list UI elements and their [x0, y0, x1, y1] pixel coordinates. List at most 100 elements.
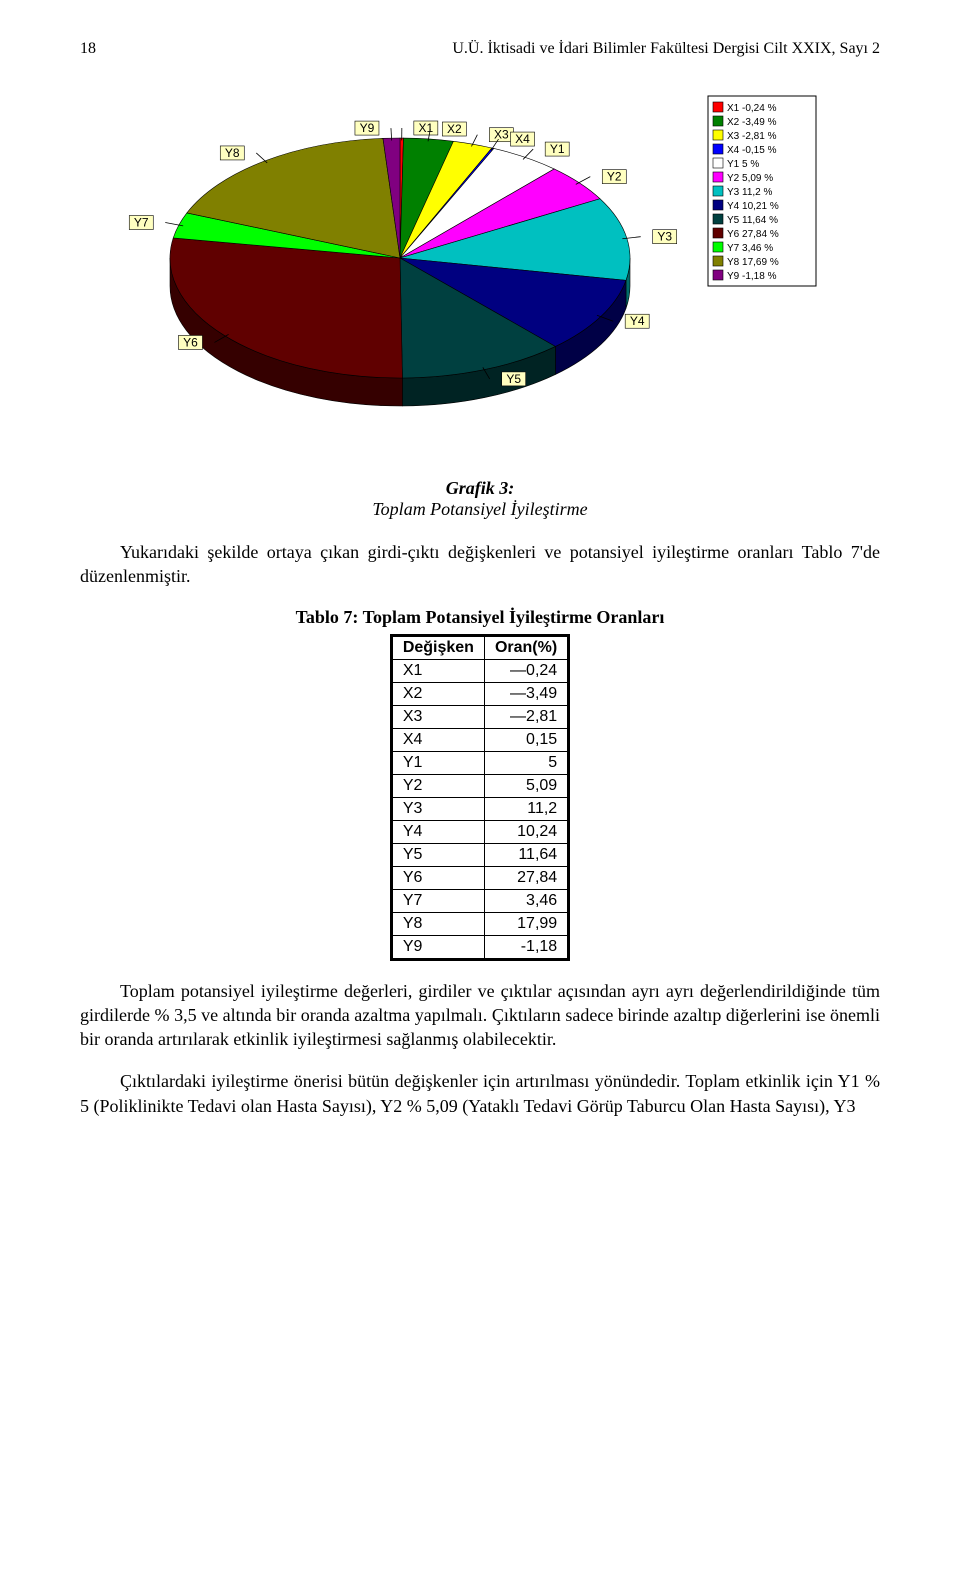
table-cell-label: Y9	[392, 935, 484, 958]
pie-legend: X1 -0,24 % X2 -3,49 % X3 -2,81 % X4 -0,15 %…	[708, 96, 816, 286]
table-cell-value: —3,49	[484, 682, 567, 705]
table-cell-value: —0,24	[484, 659, 567, 682]
table-cell-value: —2,81	[484, 705, 567, 728]
page-root: 18 U.Ü. İktisadi ve İdari Bilimler Fakül…	[0, 0, 960, 1596]
legend-swatch	[713, 102, 723, 112]
pie-callout-text: X4	[515, 132, 530, 146]
pie-callout-line	[256, 153, 267, 163]
table-row: Y511,64	[392, 843, 567, 866]
legend-swatch	[713, 214, 723, 224]
table-row: X3—2,81	[392, 705, 567, 728]
pie-callout-text: Y1	[550, 142, 565, 156]
legend-label: Y2 5,09 %	[727, 173, 773, 184]
legend-label: Y6 27,84 %	[727, 229, 779, 240]
table-cell-value: 10,24	[484, 820, 567, 843]
paragraph-1: Yukarıdaki şekilde ortaya çıkan girdi-çı…	[80, 540, 880, 589]
figure-caption-number: Grafik 3:	[80, 478, 880, 499]
table-cell-value: 11,2	[484, 797, 567, 820]
table-cell-label: Y7	[392, 889, 484, 912]
pie-slice-top	[170, 238, 402, 378]
table-row: X2—3,49	[392, 682, 567, 705]
table-7: Değişken Oran(%) X1—0,24X2—3,49X3—2,81X4…	[392, 636, 568, 959]
legend-label: Y5 11,64 %	[727, 215, 778, 226]
table-cell-label: Y8	[392, 912, 484, 935]
table-cell-value: 5,09	[484, 774, 567, 797]
table-cell-label: Y4	[392, 820, 484, 843]
table-cell-label: X1	[392, 659, 484, 682]
table-row: Y73,46	[392, 889, 567, 912]
page-number: 18	[80, 40, 96, 58]
table-header-row: Değişken Oran(%)	[392, 636, 567, 659]
table-cell-label: X4	[392, 728, 484, 751]
pie-callout-text: Y7	[134, 216, 149, 230]
legend-swatch	[713, 242, 723, 252]
table-row: X1—0,24	[392, 659, 567, 682]
table-cell-label: Y6	[392, 866, 484, 889]
table-row: Y627,84	[392, 866, 567, 889]
table-row: Y9-1,18	[392, 935, 567, 958]
legend-swatch	[713, 172, 723, 182]
legend-swatch	[713, 158, 723, 168]
table-col-1: Oran(%)	[484, 636, 567, 659]
table-col-0: Değişken	[392, 636, 484, 659]
figure-caption: Grafik 3: Toplam Potansiyel İyileştirme	[80, 478, 880, 520]
pie-chart-svg: X1X2X3X4Y1Y2Y3Y4Y5Y6Y7Y8Y9X1 -0,24 %X2 -…	[120, 78, 840, 458]
pie-chart-figure: X1X2X3X4Y1Y2Y3Y4Y5Y6Y7Y8Y9X1 -0,24 %X2 -…	[80, 78, 880, 458]
table-row: X40,15	[392, 728, 567, 751]
page-header: 18 U.Ü. İktisadi ve İdari Bilimler Fakül…	[80, 40, 880, 58]
table-head: Değişken Oran(%)	[392, 636, 567, 659]
table-cell-value: 0,15	[484, 728, 567, 751]
legend-swatch	[713, 130, 723, 140]
pie-callout-text: Y5	[506, 372, 521, 386]
legend-swatch	[713, 200, 723, 210]
legend-label: Y4 10,21 %	[727, 201, 779, 212]
figure-caption-title: Toplam Potansiyel İyileştirme	[80, 499, 880, 520]
pie-callout-text: X1	[418, 121, 433, 135]
table-row: Y311,2	[392, 797, 567, 820]
paragraph-2: Toplam potansiyel iyileştirme değerleri,…	[80, 979, 880, 1052]
table-body: X1—0,24X2—3,49X3—2,81X40,15Y15Y25,09Y311…	[392, 659, 567, 958]
legend-swatch	[713, 186, 723, 196]
table-row: Y15	[392, 751, 567, 774]
legend-label: X1 -0,24 %	[727, 103, 777, 114]
pie-callout-text: X3	[494, 128, 509, 142]
table-cell-value: 11,64	[484, 843, 567, 866]
table-cell-value: 27,84	[484, 866, 567, 889]
legend-label: Y3 11,2 %	[727, 187, 773, 198]
table-cell-label: Y2	[392, 774, 484, 797]
table-cell-label: X2	[392, 682, 484, 705]
table-cell-label: Y5	[392, 843, 484, 866]
table-row: Y410,24	[392, 820, 567, 843]
table-cell-value: 3,46	[484, 889, 567, 912]
legend-swatch	[713, 270, 723, 280]
table-cell-value: -1,18	[484, 935, 567, 958]
legend-label: X3 -2,81 %	[727, 131, 777, 142]
legend-swatch	[713, 256, 723, 266]
table-cell-label: Y3	[392, 797, 484, 820]
pie-callout-text: Y8	[225, 146, 240, 160]
pie-callout-text: Y4	[630, 314, 645, 328]
table-row: Y817,99	[392, 912, 567, 935]
legend-swatch	[713, 144, 723, 154]
legend-label: X4 -0,15 %	[727, 145, 777, 156]
legend-label: Y8 17,69 %	[727, 257, 779, 268]
pie-callout-text: Y3	[657, 230, 672, 244]
table-cell-label: X3	[392, 705, 484, 728]
journal-title: U.Ü. İktisadi ve İdari Bilimler Fakültes…	[452, 40, 880, 58]
pie-callout-text: Y9	[360, 121, 375, 135]
pie-callout-text: X2	[447, 122, 462, 136]
pie-callout-text: Y6	[183, 335, 198, 349]
legend-swatch	[713, 116, 723, 126]
table-title: Tablo 7: Toplam Potansiyel İyileştirme O…	[80, 607, 880, 628]
legend-label: X2 -3,49 %	[727, 117, 777, 128]
table-cell-label: Y1	[392, 751, 484, 774]
table-cell-value: 17,99	[484, 912, 567, 935]
table-cell-value: 5	[484, 751, 567, 774]
legend-swatch	[713, 228, 723, 238]
legend-label: Y9 -1,18 %	[727, 271, 777, 282]
legend-label: Y1 5 %	[727, 159, 759, 170]
pie-callout-line	[576, 177, 591, 185]
table-row: Y25,09	[392, 774, 567, 797]
paragraph-3: Çıktılardaki iyileştirme önerisi bütün d…	[80, 1069, 880, 1118]
legend-label: Y7 3,46 %	[727, 243, 773, 254]
